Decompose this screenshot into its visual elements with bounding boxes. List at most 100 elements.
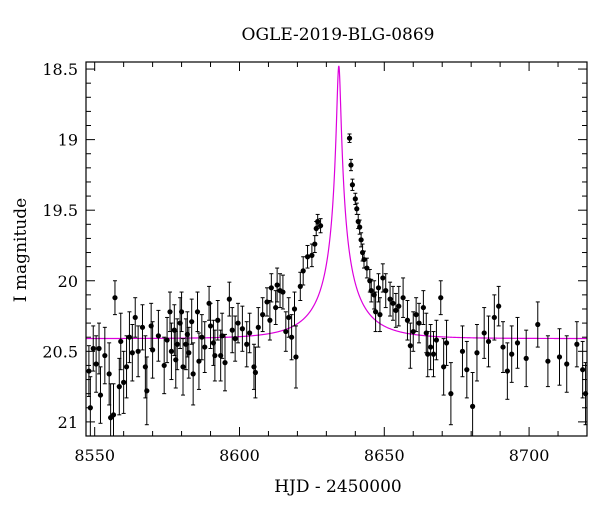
data-point	[346, 135, 353, 141]
data-point	[252, 369, 259, 376]
data-point	[504, 368, 510, 374]
data-point	[129, 350, 135, 356]
data-point	[164, 337, 170, 343]
data-point	[509, 351, 515, 357]
data-point	[481, 330, 487, 336]
data-point	[180, 364, 186, 370]
data-point	[215, 317, 221, 323]
y-tick-label: 19	[58, 131, 78, 150]
data-point	[112, 295, 118, 301]
data-point	[438, 295, 444, 301]
data-point	[199, 334, 205, 340]
data-point	[132, 314, 138, 321]
data-point	[244, 341, 250, 347]
data-point	[144, 388, 150, 394]
data-point	[229, 327, 235, 333]
data-point	[283, 328, 289, 335]
plot-frame	[85, 61, 588, 437]
data-point	[300, 268, 306, 274]
data-point	[90, 345, 96, 352]
data-point	[317, 223, 324, 229]
data-point	[207, 323, 214, 329]
data-point	[500, 344, 506, 350]
data-point	[123, 364, 130, 370]
data-point	[139, 324, 146, 330]
data-point	[106, 371, 112, 377]
data-point	[102, 352, 108, 359]
data-point	[425, 351, 431, 357]
data-point	[247, 330, 253, 336]
data-point	[212, 352, 218, 359]
data-point	[377, 312, 383, 318]
data-point	[280, 289, 286, 295]
data-point	[267, 317, 273, 323]
data-point	[459, 348, 466, 354]
data-point	[535, 321, 541, 328]
data-point	[121, 379, 127, 385]
data-point	[485, 338, 492, 345]
data-point	[491, 314, 497, 321]
data-point	[235, 320, 241, 326]
data-point	[167, 309, 173, 315]
ticks-layer: 8550 8600 8650 8700 18.5 19 19.5 20 20.5 21	[42, 60, 588, 465]
data-point	[168, 348, 175, 354]
data-point	[286, 314, 292, 321]
data-point	[309, 252, 315, 258]
x-tick-label: 8700	[509, 446, 550, 465]
data-point	[443, 340, 450, 346]
data-point	[255, 324, 261, 330]
data-point	[232, 336, 238, 342]
data-point	[448, 391, 454, 397]
data-point	[393, 307, 399, 313]
data-point	[260, 312, 266, 318]
data-point	[358, 237, 364, 243]
data-point	[416, 320, 422, 326]
data-point	[470, 403, 476, 409]
data-point	[93, 361, 99, 367]
y-tick-label: 20	[58, 272, 78, 291]
data-point	[413, 312, 419, 318]
data-point	[304, 254, 311, 260]
data-point	[315, 218, 321, 225]
data-point	[86, 368, 92, 374]
y-axis-label: I magnitude	[11, 198, 31, 302]
data-point	[404, 317, 411, 323]
data-point	[155, 333, 161, 339]
data-point	[274, 282, 280, 288]
data-point	[375, 285, 382, 291]
data-point	[116, 384, 122, 390]
data-point	[349, 182, 356, 188]
data-point	[194, 309, 201, 315]
data-point	[380, 275, 386, 281]
data-point	[268, 285, 274, 291]
data-point	[580, 367, 586, 373]
data-point	[407, 343, 413, 349]
data-point	[161, 362, 167, 369]
x-tick-label: 8550	[74, 446, 115, 465]
x-tick-label: 8650	[364, 446, 405, 465]
data-point	[189, 319, 195, 325]
data-point	[110, 412, 117, 418]
data-point	[430, 351, 437, 357]
data-point	[126, 334, 133, 340]
y-tick-label: 18.5	[42, 60, 78, 79]
data-point	[291, 306, 298, 312]
data-point	[368, 288, 374, 294]
data-point	[556, 354, 563, 360]
data-point	[410, 328, 416, 335]
data-point	[202, 344, 208, 350]
data-point	[474, 350, 480, 356]
data-point	[357, 224, 363, 230]
data-point	[464, 367, 470, 373]
data-points-layer	[86, 133, 589, 437]
data-point	[178, 309, 185, 315]
data-point	[545, 358, 551, 364]
x-tick-label: 8600	[219, 446, 260, 465]
data-point	[400, 295, 406, 301]
data-point	[354, 206, 360, 212]
data-point	[514, 340, 521, 346]
data-point	[372, 309, 379, 315]
data-point	[97, 392, 104, 398]
data-point	[496, 303, 502, 309]
